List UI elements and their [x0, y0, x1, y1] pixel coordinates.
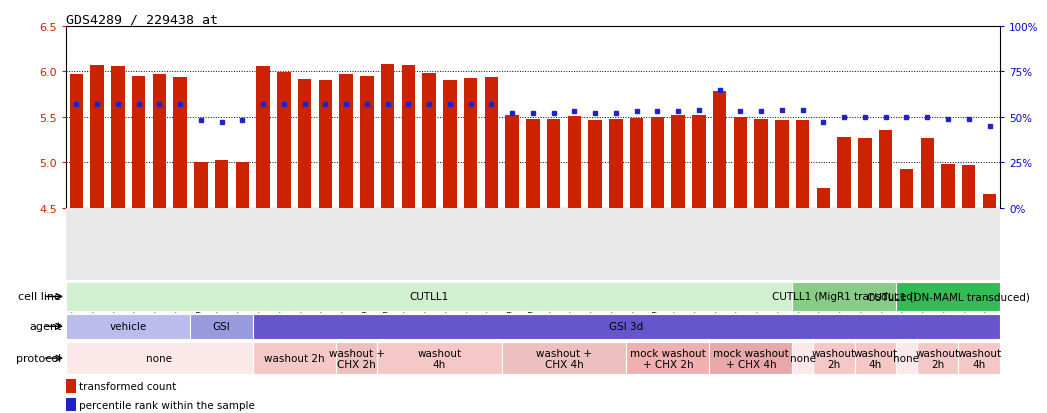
Text: cell line: cell line — [18, 292, 62, 302]
Bar — [859, 138, 872, 208]
Bar — [713, 92, 727, 208]
Bar — [734, 117, 748, 208]
Text: washout +
CHX 4h: washout + CHX 4h — [536, 348, 592, 369]
Bar — [318, 81, 332, 208]
Bar — [650, 117, 664, 208]
Text: mock washout
+ CHX 4h: mock washout + CHX 4h — [713, 348, 788, 369]
Text: none: none — [893, 353, 919, 363]
Text: mock washout
+ CHX 2h: mock washout + CHX 2h — [630, 348, 706, 369]
Text: protocol: protocol — [16, 353, 62, 363]
Text: washout
4h: washout 4h — [418, 348, 462, 369]
Bar — [422, 74, 436, 208]
Bar — [983, 195, 997, 208]
Bar — [66, 314, 191, 339]
Bar — [896, 282, 1000, 311]
Bar — [174, 78, 186, 208]
Bar — [709, 342, 793, 375]
Bar — [547, 119, 560, 208]
Bar — [66, 282, 793, 311]
Bar — [958, 342, 1000, 375]
Bar — [814, 342, 854, 375]
Bar — [854, 342, 896, 375]
Bar — [377, 342, 502, 375]
Bar — [194, 163, 207, 208]
Bar — [339, 75, 353, 208]
Text: washout
4h: washout 4h — [957, 348, 1001, 369]
Bar — [775, 120, 788, 208]
Bar — [793, 282, 896, 311]
Bar — [66, 380, 76, 392]
Bar — [298, 79, 311, 208]
Bar — [360, 77, 374, 208]
Bar — [609, 119, 623, 208]
Bar — [630, 119, 644, 208]
Bar — [252, 342, 336, 375]
Bar — [962, 166, 976, 208]
Bar — [381, 65, 395, 208]
Bar — [838, 138, 851, 208]
Bar — [588, 120, 602, 208]
Bar — [90, 66, 104, 208]
Bar — [336, 342, 377, 375]
Bar — [527, 119, 539, 208]
Bar — [796, 121, 809, 208]
Text: GDS4289 / 229438_at: GDS4289 / 229438_at — [66, 13, 218, 26]
Text: washout +
CHX 2h: washout + CHX 2h — [329, 348, 384, 369]
Text: none: none — [789, 353, 816, 363]
Bar — [626, 342, 709, 375]
Bar — [277, 73, 291, 208]
Bar — [879, 130, 892, 208]
Text: washout
4h: washout 4h — [853, 348, 897, 369]
Text: none: none — [147, 353, 173, 363]
Bar — [896, 342, 917, 375]
Bar — [567, 116, 581, 208]
Bar — [485, 78, 498, 208]
Text: CUTLL1 (MigR1 transduced): CUTLL1 (MigR1 transduced) — [772, 292, 917, 302]
Bar — [402, 66, 416, 208]
Text: vehicle: vehicle — [110, 321, 147, 332]
Bar — [191, 314, 252, 339]
Bar — [941, 165, 955, 208]
Bar — [920, 138, 934, 208]
Text: washout
2h: washout 2h — [915, 348, 960, 369]
Text: washout
2h: washout 2h — [811, 348, 855, 369]
Bar — [506, 116, 519, 208]
Text: CUTLL1: CUTLL1 — [409, 292, 449, 302]
Bar — [252, 314, 1000, 339]
Bar — [66, 342, 252, 375]
Text: washout 2h: washout 2h — [264, 353, 325, 363]
Bar — [66, 398, 76, 411]
Text: agent: agent — [29, 321, 62, 332]
Text: CUTLL1 (DN-MAML transduced): CUTLL1 (DN-MAML transduced) — [867, 292, 1029, 302]
Text: percentile rank within the sample: percentile rank within the sample — [80, 400, 255, 410]
Bar — [69, 75, 83, 208]
Bar — [132, 77, 146, 208]
Bar — [257, 67, 270, 208]
Bar — [671, 116, 685, 208]
Text: transformed count: transformed count — [80, 381, 177, 391]
Text: GSI 3d: GSI 3d — [609, 321, 644, 332]
Bar — [692, 116, 706, 208]
Bar — [464, 78, 477, 208]
Bar — [236, 163, 249, 208]
Bar — [215, 161, 228, 208]
Bar — [817, 188, 830, 208]
Bar — [502, 342, 626, 375]
Bar — [153, 75, 166, 208]
Bar — [755, 119, 767, 208]
Text: GSI: GSI — [213, 321, 230, 332]
Bar — [917, 342, 958, 375]
Bar — [899, 170, 913, 208]
Bar — [443, 81, 456, 208]
Bar — [111, 67, 125, 208]
Bar — [793, 342, 814, 375]
